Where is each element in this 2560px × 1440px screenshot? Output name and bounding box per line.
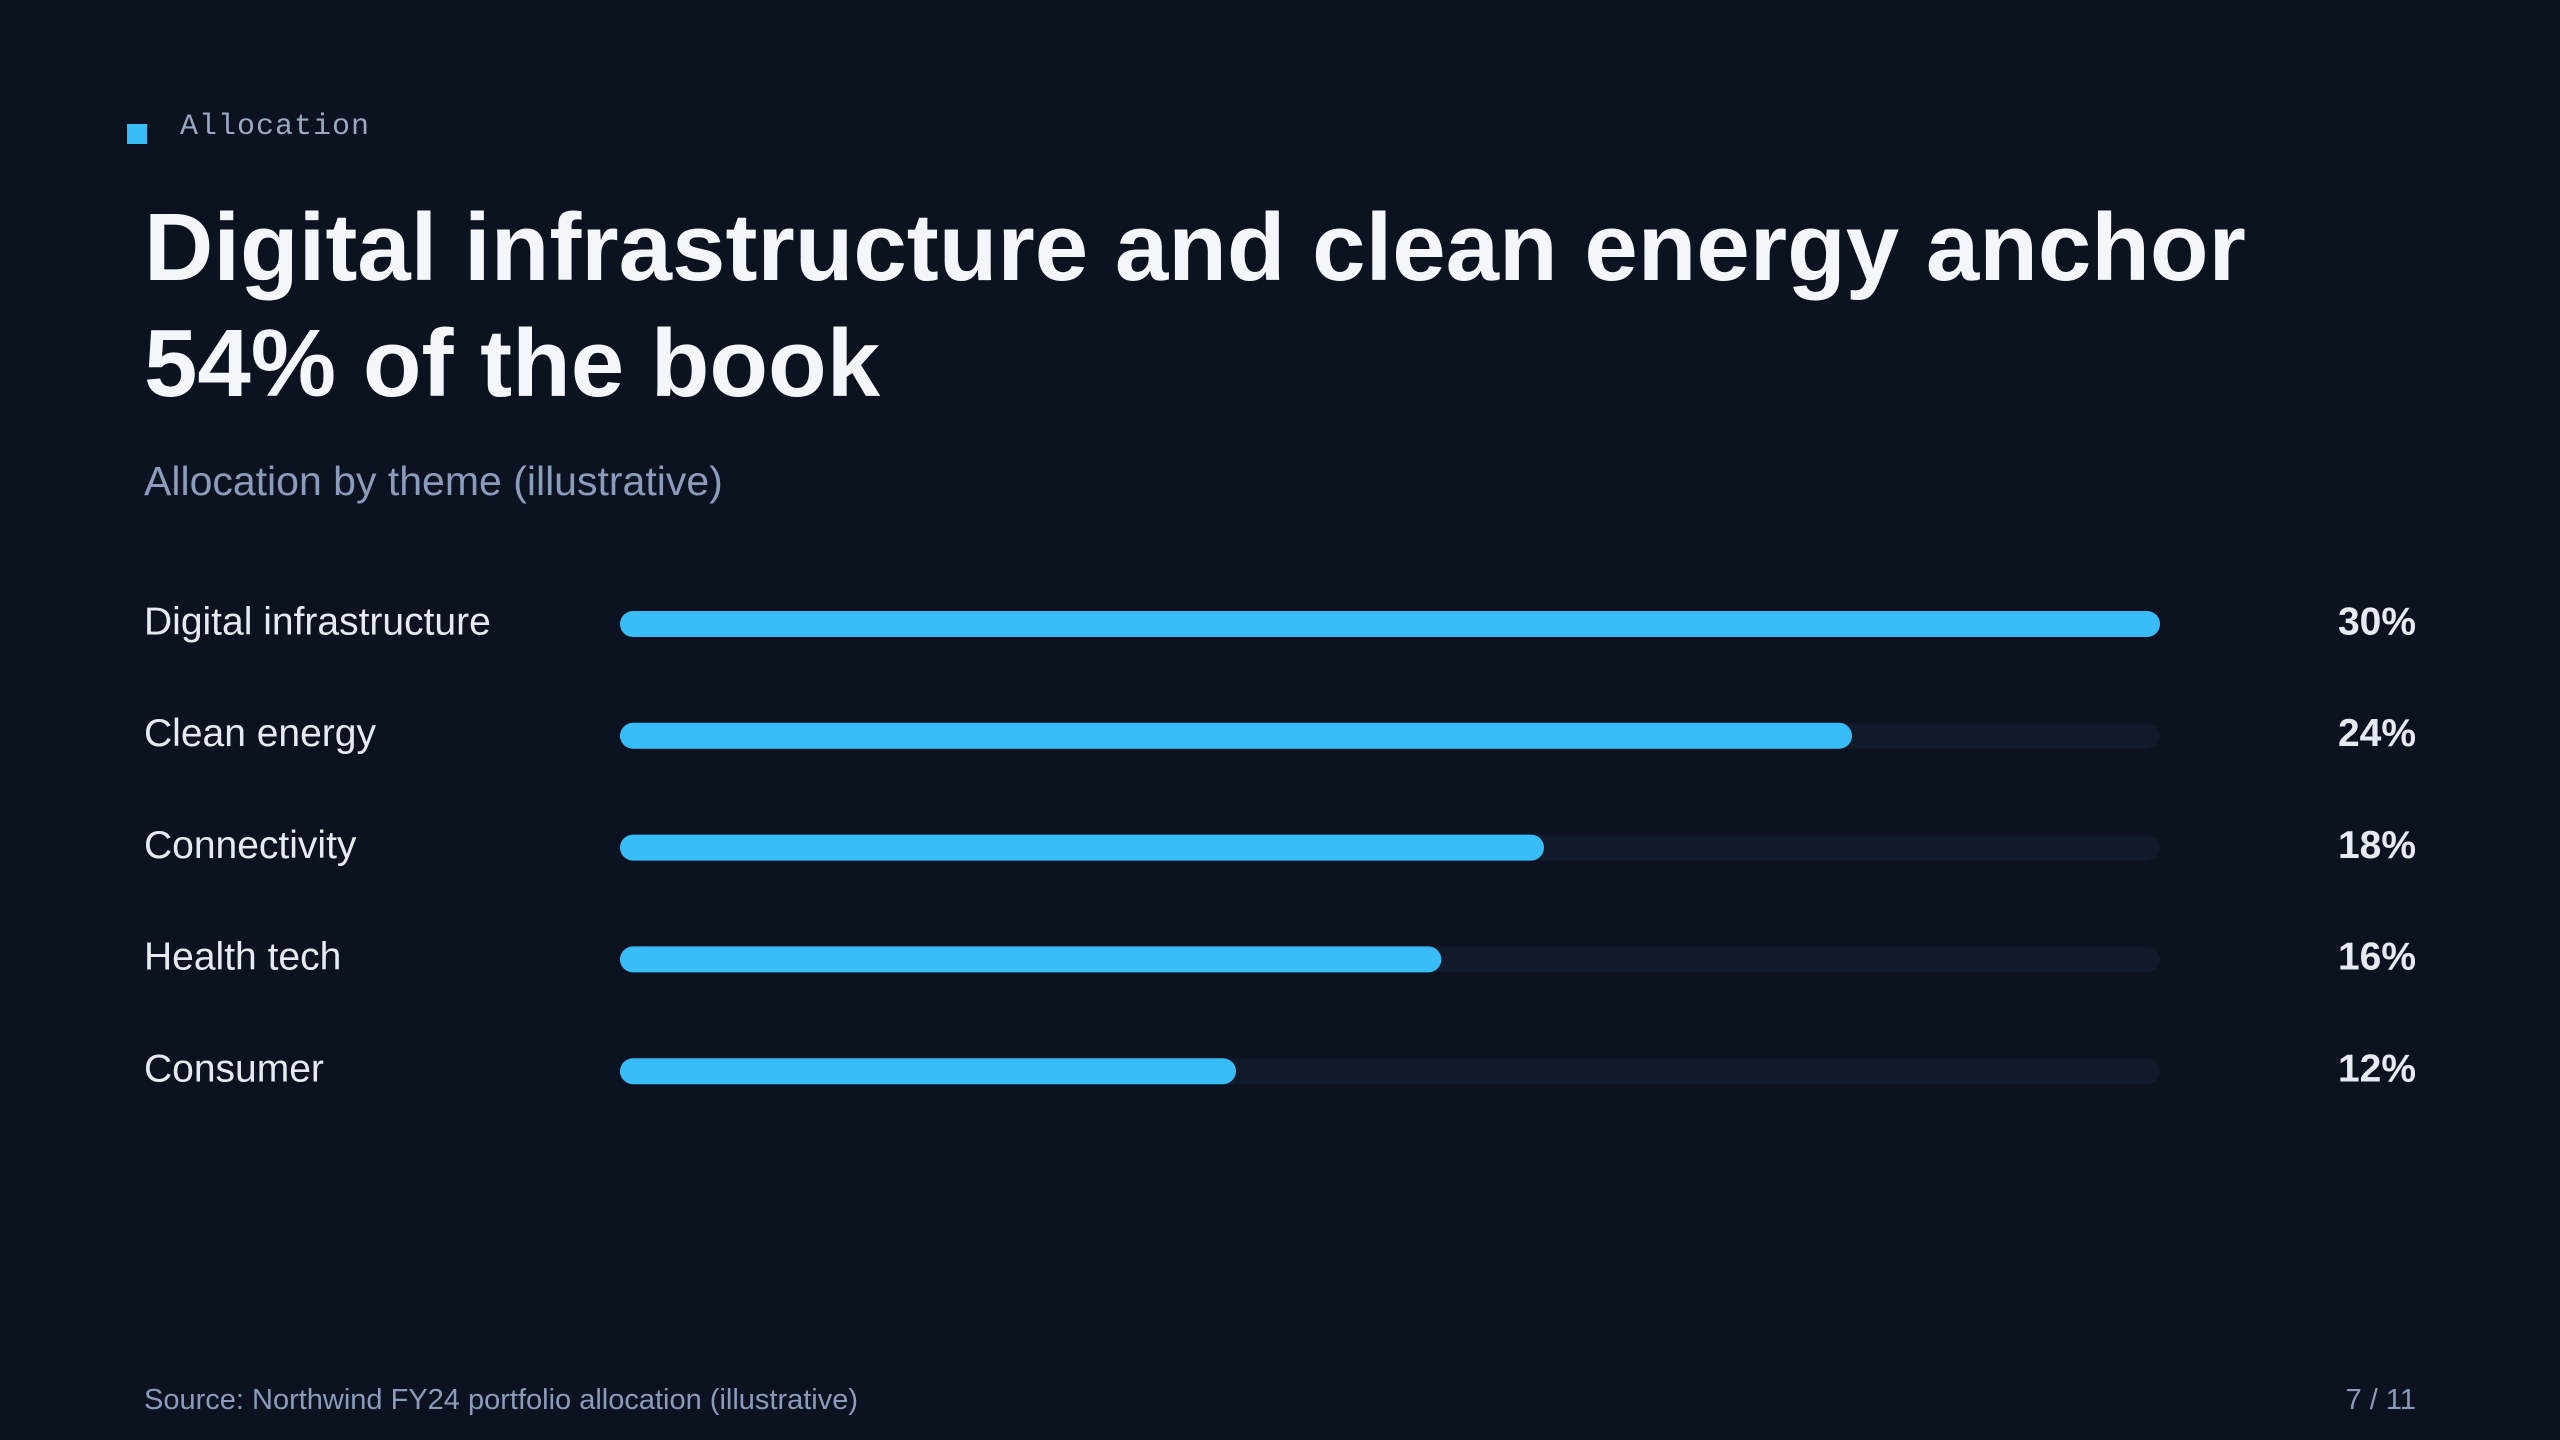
bar	[620, 722, 1852, 749]
bar	[620, 946, 1442, 973]
category-label: Digital infrastructure	[144, 600, 491, 643]
category-label: Connectivity	[144, 824, 357, 867]
eyebrow-marker	[127, 124, 147, 144]
bar	[620, 834, 1544, 861]
category-label: Consumer	[144, 1047, 324, 1090]
source-note: Source: Northwind FY24 portfolio allocat…	[144, 1384, 859, 1416]
value-label: 16%	[2338, 936, 2416, 979]
bar	[620, 1058, 1236, 1085]
page-number: 7 / 11	[2345, 1384, 2416, 1416]
chart-subtitle: Allocation by theme (illustrative)	[144, 458, 723, 504]
bar	[620, 611, 2160, 637]
value-label: 30%	[2338, 600, 2416, 643]
value-label: 18%	[2338, 824, 2416, 867]
value-label: 12%	[2338, 1047, 2416, 1090]
value-label: 24%	[2338, 712, 2416, 755]
category-label: Health tech	[144, 936, 341, 979]
eyebrow: Allocation	[180, 110, 371, 144]
chart-title: Digital infrastructure and clean energy …	[144, 194, 2246, 417]
category-label: Clean energy	[144, 712, 376, 755]
